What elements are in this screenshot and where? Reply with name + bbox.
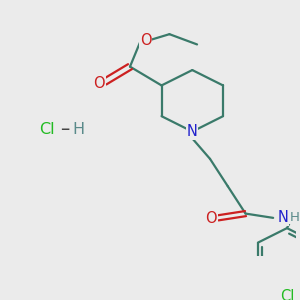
Text: N: N	[187, 124, 198, 139]
Text: H: H	[73, 122, 85, 137]
Text: Cl: Cl	[40, 122, 55, 137]
Text: N: N	[278, 210, 289, 225]
Text: H: H	[290, 211, 300, 224]
Text: O: O	[205, 211, 217, 226]
Text: O: O	[94, 76, 105, 91]
Text: O: O	[140, 33, 152, 48]
Text: Cl: Cl	[280, 289, 294, 300]
Text: –: –	[61, 120, 70, 140]
